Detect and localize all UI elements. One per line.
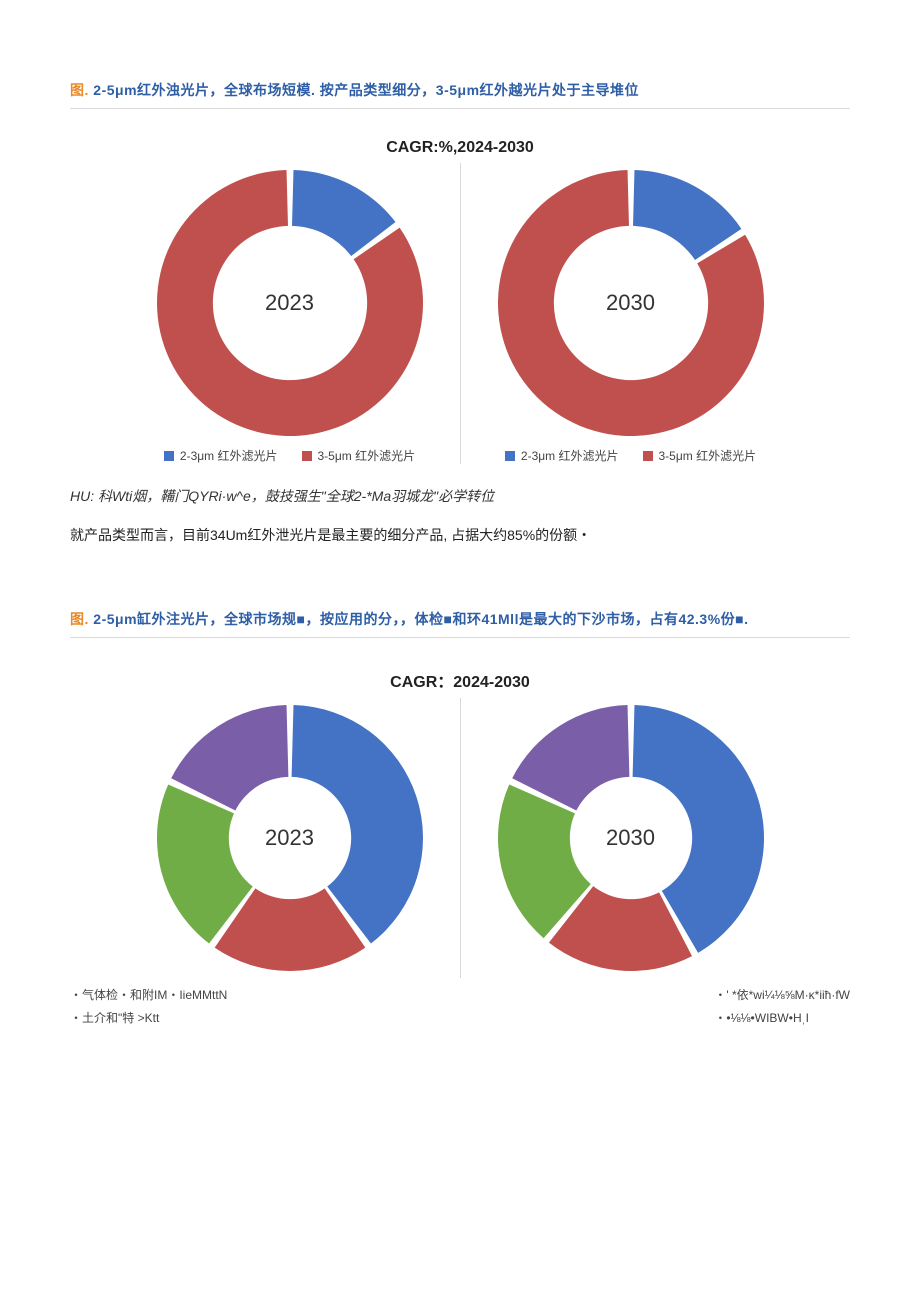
section1-chart-right: 2030 2-3μm 红外滤光片 3-5μm 红外滤光片 [491, 163, 771, 464]
section2-chart-right: 2030 [491, 698, 771, 978]
section2-caption-body: 2-5μm缸外注光片，全球市场规■，按应用的分，，体检■和环41Mll是最大的下… [93, 611, 748, 627]
section1-caption: 图. 2-5μm红外浊光片，全球布场短模. 按产品类型细分，3-5μm红外越光片… [70, 80, 850, 100]
donut-year-label: 2030 [491, 163, 771, 443]
legend-label: 3-5μm 红外滤光片 [659, 447, 757, 464]
section1-chart-pair: 2023 2-3μm 红外滤光片 3-5μm 红外滤光片 2030 2-3μm … [70, 163, 850, 464]
section1-legend-right: 2-3μm 红外滤光片 3-5μm 红外滤光片 [505, 447, 756, 464]
legend-item: 2-3μm 红外滤光片 [505, 447, 619, 464]
section2-divider [70, 637, 850, 638]
donut-year-label: 2023 [150, 163, 430, 443]
footer-col-left: ・气体检・和附IM・IieMMttN ・土介和"特 >Ktt [70, 986, 227, 1026]
donut-year-label: 2030 [491, 698, 771, 978]
footer-line: ・' *依*wi¼⅛⅝M·κ*iiħ·fW [714, 986, 850, 1003]
section2-caption: 图. 2-5μm缸外注光片，全球市场规■，按应用的分，，体检■和环41Mll是最… [70, 609, 850, 629]
donut-2030-s2: 2030 [491, 698, 771, 978]
legend-swatch [302, 451, 312, 461]
section2-caption-prefix: 图. [70, 611, 93, 627]
legend-item: 3-5μm 红外滤光片 [302, 447, 416, 464]
section2-chart-left: 2023 [150, 698, 430, 978]
legend-label: 2-3μm 红外滤光片 [180, 447, 278, 464]
donut-year-label: 2023 [150, 698, 430, 978]
section1-body-text: 就产品类型而言，目前34Um红外泄光片是最主要的细分产品, 占据大约85%的份额… [70, 522, 850, 549]
section1-source-note: HU: 科Wti烟，鞴门QYRi·w^e，鼓技强生"全球2-*Ma羽城龙"必学转… [70, 486, 850, 506]
donut-2023-s1: 2023 [150, 163, 430, 443]
section2-chart-title: CAGR：2024-2030 [70, 668, 850, 692]
donut-2030-s1: 2030 [491, 163, 771, 443]
footer-line: ・•⅛⅛•WIBW•HˌI [714, 1009, 850, 1026]
section1-divider [70, 108, 850, 109]
donut-2023-s2: 2023 [150, 698, 430, 978]
section2-chart-pair: 2023 2030 [70, 698, 850, 978]
section1-caption-body: 2-5μm红外浊光片，全球布场短模. 按产品类型细分，3-5μm红外越光片处于主… [93, 82, 639, 98]
vertical-divider [460, 698, 461, 978]
footer-line: ・土介和"特 >Ktt [70, 1009, 227, 1026]
legend-swatch [505, 451, 515, 461]
legend-swatch [164, 451, 174, 461]
footer-col-right: ・' *依*wi¼⅛⅝M·κ*iiħ·fW ・•⅛⅛•WIBW•HˌI [714, 986, 850, 1026]
legend-item: 2-3μm 红外滤光片 [164, 447, 278, 464]
section1-chart-title: CAGR:%,2024-2030 [70, 139, 850, 157]
legend-label: 2-3μm 红外滤光片 [521, 447, 619, 464]
section2-footer-legends: ・气体检・和附IM・IieMMttN ・土介和"特 >Ktt ・' *依*wi¼… [70, 986, 850, 1026]
section1-caption-prefix: 图. [70, 82, 93, 98]
legend-item: 3-5μm 红外滤光片 [643, 447, 757, 464]
section1-chart-left: 2023 2-3μm 红外滤光片 3-5μm 红外滤光片 [150, 163, 430, 464]
footer-line: ・气体检・和附IM・IieMMttN [70, 986, 227, 1003]
vertical-divider [460, 163, 461, 464]
section1-legend-left: 2-3μm 红外滤光片 3-5μm 红外滤光片 [164, 447, 415, 464]
legend-label: 3-5μm 红外滤光片 [318, 447, 416, 464]
legend-swatch [643, 451, 653, 461]
